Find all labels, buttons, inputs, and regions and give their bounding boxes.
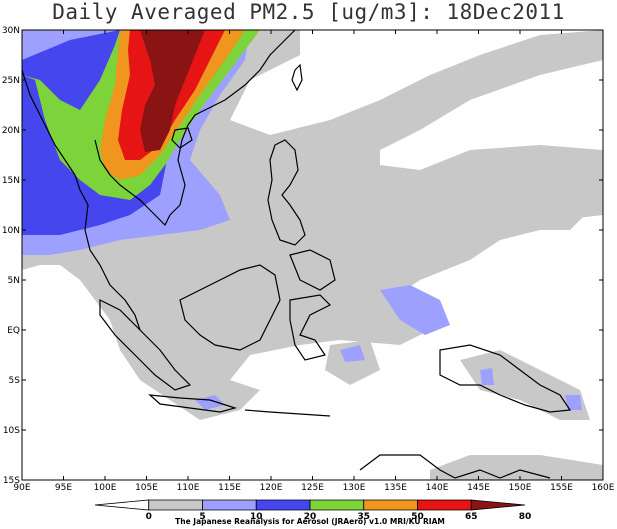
coastline-java (148, 394, 238, 413)
lat-label: 15N (2, 176, 20, 186)
coastlines (22, 30, 572, 479)
coastline-lesser-sunda (244, 409, 331, 417)
lon-label: 145E (467, 483, 490, 493)
lon-label: 160E (592, 483, 615, 493)
lat-label: 10N (2, 226, 20, 236)
colorbar-label: 65 (465, 512, 478, 522)
pm25-lightblue-patch (195, 395, 225, 410)
lon-label: 130E (343, 483, 366, 493)
lat-label: 5N (8, 276, 20, 286)
pm25-lightblue-patch (565, 395, 582, 410)
colorbar-label: 80 (519, 512, 532, 522)
lon-label: 120E (260, 483, 283, 493)
lat-label: 15S (3, 476, 20, 486)
pm25-darkred-region (140, 30, 205, 152)
pm25-lightblue-patch (340, 345, 365, 362)
lon-label: 155E (550, 483, 573, 493)
lon-label: 110E (177, 483, 200, 493)
colorbar-label: 10 (250, 512, 263, 522)
colorbar-label: 50 (411, 512, 424, 522)
pm25-gray-patch (460, 350, 590, 420)
colorbar-label: 35 (357, 512, 370, 522)
lon-label: 135E (384, 483, 407, 493)
concentration-field (22, 30, 603, 480)
lat-label: 25N (2, 76, 20, 86)
lat-label: 10S (3, 426, 20, 436)
coastline-luzon (267, 139, 306, 246)
lat-label: 20N (2, 126, 20, 136)
colorbar-label: 5 (199, 512, 205, 522)
coastline-mindanao (289, 249, 336, 291)
coastline-taiwan (291, 63, 303, 92)
coastline-australia (359, 454, 551, 479)
pm25-lightblue-patch (480, 368, 494, 385)
colorbar-label: 20 (304, 512, 317, 522)
map-title: Daily Averaged PM2.5 [ug/m3]: 18Dec2011 (52, 0, 565, 24)
lat-label: 30N (2, 26, 20, 36)
colorbar-label: 0 (146, 512, 152, 522)
colorbar-swatch (148, 499, 203, 511)
lon-label: 125E (301, 483, 324, 493)
pm25-lightblue-patch (380, 285, 450, 335)
colorbar-swatch (363, 499, 418, 511)
credit-text: The Japanese Reanalysis for Aerosol (JRA… (175, 517, 445, 526)
lat-label: EQ (7, 326, 20, 336)
lon-label: 100E (94, 483, 117, 493)
colorbar-swatch (94, 499, 150, 511)
colorbar-swatch (202, 499, 257, 511)
lat-label: 5S (9, 376, 21, 386)
colorbar-swatch (255, 499, 311, 511)
coastline-hainan (171, 127, 193, 149)
lon-label: 90E (13, 483, 30, 493)
lon-label: 95E (55, 483, 72, 493)
pm25-gray-patch (325, 340, 380, 385)
lon-label: 150E (509, 483, 532, 493)
colorbar-swatch (309, 499, 365, 511)
coastline-sumatra (99, 299, 192, 391)
coastline-new-guinea (439, 344, 572, 413)
colorbar-swatch (470, 499, 526, 511)
coastline-mainland (22, 30, 296, 331)
pm25-gray-patch (520, 205, 585, 230)
colorbar: 0 5 10 20 35 50 65 80 (94, 499, 532, 522)
lon-label: 140E (426, 483, 449, 493)
lon-label: 115E (218, 483, 241, 493)
coastline-borneo (179, 264, 281, 351)
longitude-axis: 90E 95E 100E 105E 110E 115E 120E 125E 130E 135E 14… (13, 30, 615, 493)
coastline-sulawesi (289, 294, 332, 361)
pm25-gray-patch (430, 455, 603, 480)
colorbar-swatch (417, 499, 472, 511)
latitude-axis: 30N 25N 20N 15N 10N 5N EQ 5S 10S 15S (2, 26, 603, 486)
lon-label: 105E (135, 483, 158, 493)
